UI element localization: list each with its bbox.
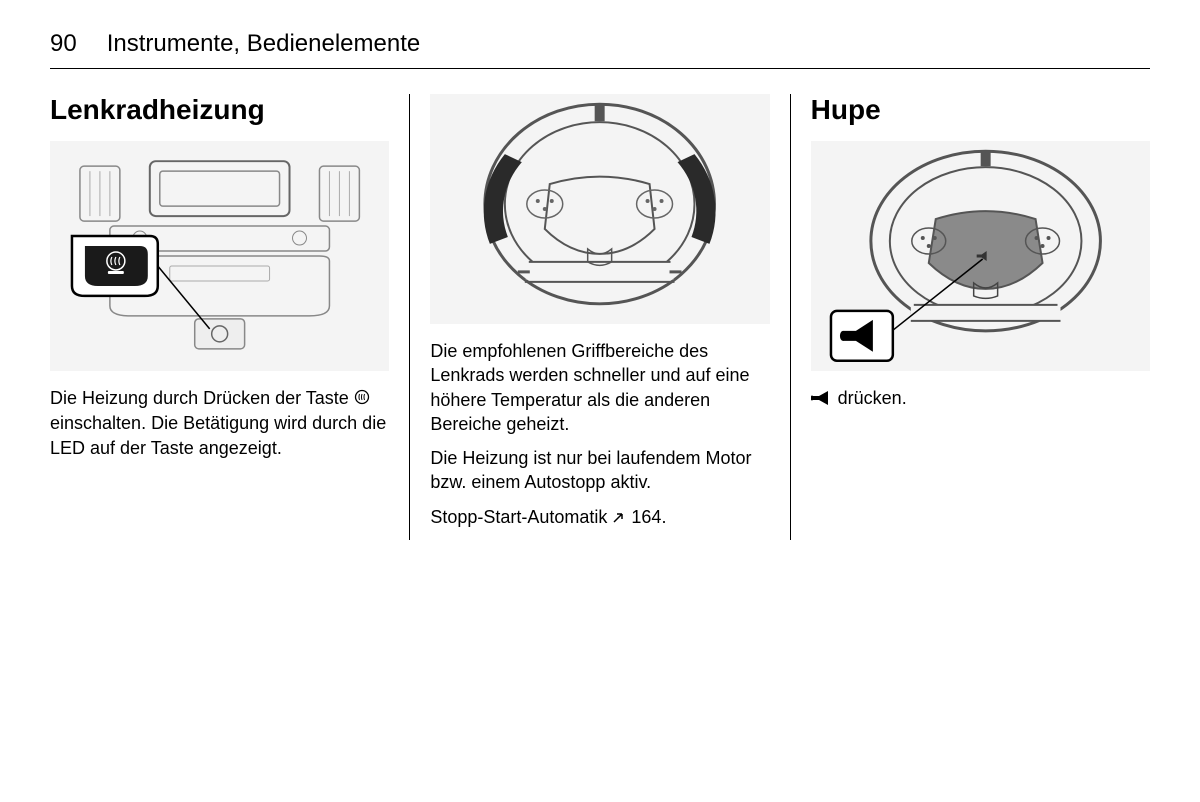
content-columns: Lenkradheizung	[50, 94, 1150, 540]
column-1: Lenkradheizung	[50, 94, 409, 540]
paragraph-heating-activate: Die Heizung durch Drücken der Taste eins…	[50, 386, 389, 460]
heading-lenkradheizung: Lenkradheizung	[50, 94, 389, 126]
text: Stopp-Start-Automatik	[430, 507, 612, 527]
page-number: 90	[50, 30, 77, 58]
section-title: Instrumente, Bedienelemente	[107, 30, 421, 58]
text: drücken.	[833, 388, 907, 408]
text: Die Heizung durch Drücken der Taste	[50, 388, 354, 408]
illustration-steering-wheel-horn	[811, 141, 1150, 371]
column-2: Die empfohlenen Griffbereiche des Lenkra…	[410, 94, 789, 540]
page-header: 90 Instrumente, Bedienelemente	[50, 30, 1150, 69]
text: 164.	[626, 507, 666, 527]
text: einschalten. Die Betätigung wird durch d…	[50, 413, 386, 457]
illustration-dashboard-button	[50, 141, 389, 371]
wheel-heat-icon	[354, 387, 370, 411]
illustration-steering-wheel-grip	[430, 94, 769, 324]
paragraph-horn-press: drücken.	[811, 386, 1150, 411]
paragraph-heating-condition: Die Heizung ist nur bei laufendem Motor …	[430, 446, 769, 495]
paragraph-stop-start-link: Stopp-Start-Automatik 164.	[430, 505, 769, 530]
horn-icon	[811, 387, 833, 411]
heading-hupe: Hupe	[811, 94, 1150, 126]
column-3: Hupe	[791, 94, 1150, 540]
reference-arrow-icon	[612, 506, 626, 530]
paragraph-grip-zones: Die empfohlenen Griffbereiche des Lenkra…	[430, 339, 769, 436]
